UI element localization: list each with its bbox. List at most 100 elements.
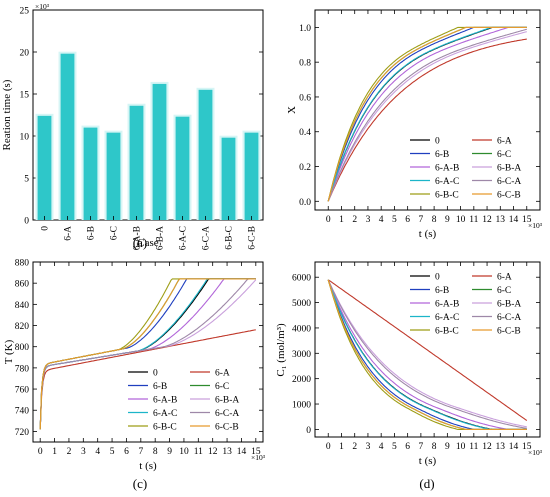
- x-tick-label: 3: [366, 442, 371, 452]
- series-line: [327, 279, 527, 430]
- legend-label: 6-B-A: [497, 164, 521, 174]
- y-multiplier: ×10³: [35, 2, 50, 11]
- x-tick-label: 4: [95, 447, 100, 457]
- panel-caption: (a): [133, 235, 147, 250]
- series-line: [39, 329, 256, 430]
- legend-label: 6-A: [215, 369, 230, 379]
- x-tick-label: 9: [445, 442, 450, 452]
- legend-label: 0: [153, 369, 158, 379]
- y-tick-label: 740: [15, 407, 30, 417]
- legend-label: 6-A-C: [153, 409, 177, 419]
- x-tick-label: 12: [482, 215, 492, 225]
- x-tick-label: 14: [509, 215, 519, 225]
- x-tick-label: 7: [138, 447, 143, 457]
- y-tick-label: 720: [15, 428, 30, 438]
- x-tick-label: 5: [392, 442, 397, 452]
- legend-label: 6-C-A: [215, 409, 239, 419]
- legend-label: 6-C: [497, 150, 511, 160]
- legend-label: 6-C: [215, 382, 229, 392]
- legend-label: 6-C-B: [497, 327, 521, 337]
- bar: [221, 137, 236, 220]
- x-multiplier: ×10³: [528, 448, 543, 457]
- y-tick-label: 1.0: [299, 24, 311, 34]
- x-tick-label: 13: [222, 447, 232, 457]
- legend-label: 6-A-B: [435, 164, 459, 174]
- y-tick-label: 820: [15, 322, 30, 332]
- x-axis-label: t (s): [139, 460, 157, 472]
- x-tick-label: 3: [81, 447, 86, 457]
- x-tick-label: 6-B: [87, 226, 97, 240]
- x-tick-label: 6-C: [110, 226, 120, 240]
- x-tick-label: 10: [456, 442, 466, 452]
- x-tick-label: 6-B-C: [225, 226, 235, 250]
- x-tick-label: 15: [522, 442, 532, 452]
- x-tick-label: 5: [110, 447, 115, 457]
- x-tick-label: 13: [496, 442, 506, 452]
- x-tick-label: 7: [419, 442, 424, 452]
- x-tick-label: 6-A-B: [133, 226, 143, 250]
- x-tick-label: 2: [67, 447, 72, 457]
- x-tick-label: 2: [352, 215, 357, 225]
- y-tick-label: 4000: [292, 324, 311, 334]
- legend-label: 6-B-C: [435, 327, 459, 337]
- series-line: [39, 278, 256, 430]
- x-tick-label: 0: [41, 226, 51, 231]
- x-tick-label: 6-C-A: [202, 226, 212, 250]
- series-line: [327, 38, 527, 202]
- x-tick-label: 1: [339, 442, 344, 452]
- y-tick-label: 5000: [292, 299, 311, 309]
- x-tick-label: 2: [352, 442, 357, 452]
- x-multiplier: ×10³: [528, 221, 543, 230]
- legend-label: 6-B-A: [215, 396, 239, 406]
- x-tick-label: 6: [405, 442, 410, 452]
- x-axis-label: t (s): [419, 455, 437, 467]
- x-tick-label: 10: [456, 215, 466, 225]
- y-tick-label: 0.2: [299, 163, 311, 173]
- series-line: [327, 28, 527, 202]
- x-tick-label: 12: [208, 447, 218, 457]
- y-tick-label: 1000: [292, 401, 311, 411]
- y-tick-label: 780: [15, 364, 30, 374]
- x-axis-label: t (s): [419, 228, 437, 240]
- bar: [198, 89, 213, 220]
- x-tick-label: 4: [379, 442, 384, 452]
- legend-label: 6-B-A: [497, 300, 521, 310]
- y-tick-label: 10: [20, 133, 30, 143]
- legend-label: 0: [435, 273, 440, 283]
- series-line: [327, 279, 527, 429]
- x-tick-label: 11: [194, 447, 203, 457]
- series-line: [327, 26, 527, 202]
- series-line: [327, 26, 527, 202]
- x-tick-label: 6-C-B: [248, 226, 258, 250]
- legend-label: 6-A-C: [435, 177, 459, 187]
- x-tick-label: 9: [167, 447, 172, 457]
- panel-caption: (d): [419, 476, 434, 491]
- x-tick-label: 8: [153, 447, 158, 457]
- legend-label: 6-B-C: [153, 423, 177, 433]
- x-tick-label: 14: [509, 442, 519, 452]
- x-tick-label: 6-A: [64, 226, 74, 241]
- legend-label: 6-B: [435, 150, 449, 160]
- legend-label: 6-A-C: [435, 313, 459, 323]
- plot-frame: [32, 9, 264, 221]
- y-tick-label: 25: [20, 7, 30, 17]
- legend-label: 6-C-A: [497, 177, 521, 187]
- x-tick-label: 6-A-C: [179, 226, 189, 250]
- y-tick-label: 860: [15, 280, 30, 290]
- x-tick-label: 8: [432, 215, 437, 225]
- x-tick-label: 11: [469, 215, 478, 225]
- x-tick-label: 4: [379, 215, 384, 225]
- bar: [175, 116, 190, 220]
- x-tick-label: 8: [432, 442, 437, 452]
- bar: [244, 132, 259, 220]
- series-line: [327, 279, 527, 428]
- legend-label: 6-B: [435, 286, 449, 296]
- y-axis-label: C₁ (mol/m³): [275, 323, 287, 377]
- legend-label: 6-B: [153, 382, 167, 392]
- y-tick-label: 800: [15, 343, 30, 353]
- y-tick-label: 0: [24, 217, 29, 227]
- x-tick-label: 11: [469, 442, 478, 452]
- legend-label: 6-A-B: [435, 300, 459, 310]
- y-tick-label: 880: [15, 259, 30, 269]
